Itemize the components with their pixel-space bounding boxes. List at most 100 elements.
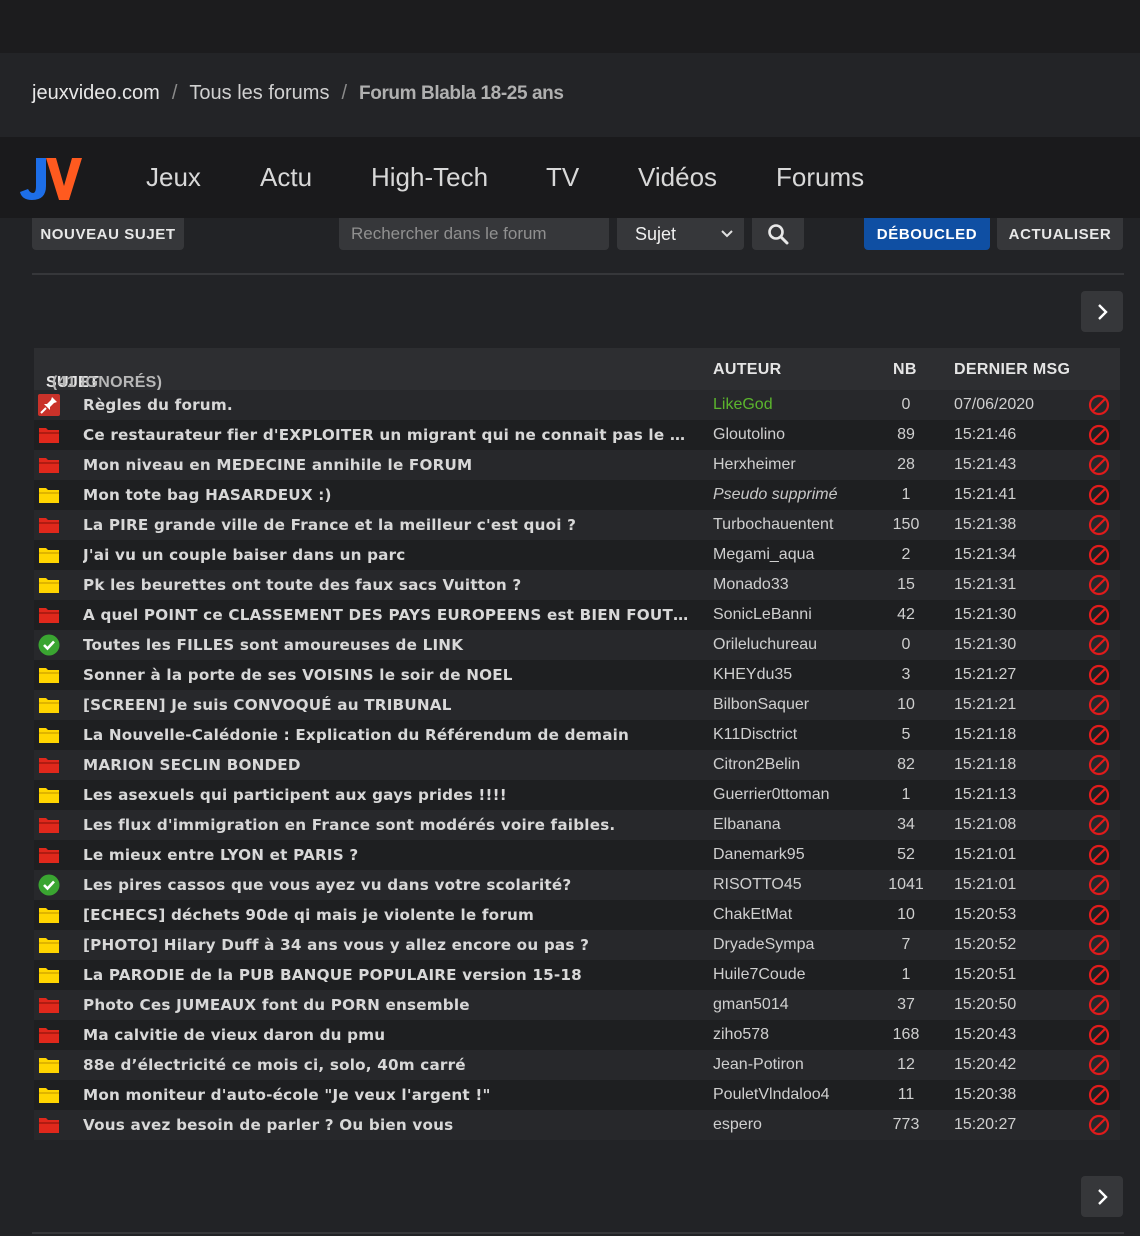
block-icon[interactable]	[1088, 484, 1110, 506]
next-page-button-bottom[interactable]	[1081, 1176, 1123, 1217]
block-icon[interactable]	[1088, 994, 1110, 1016]
nav-high-tech[interactable]: High-Tech	[371, 162, 489, 192]
topic-last-message[interactable]: 15:21:34	[954, 546, 1017, 563]
topic-last-message[interactable]: 15:21:27	[954, 666, 1017, 683]
topic-author[interactable]: PouletVlndaloo4	[713, 1086, 830, 1103]
block-icon[interactable]	[1088, 394, 1110, 416]
jv-logo[interactable]	[19, 154, 83, 202]
topic-author[interactable]: Monado33	[713, 576, 789, 593]
refresh-button[interactable]: ACTUALISER	[997, 218, 1123, 250]
topic-subject-link[interactable]: [SCREEN] Je suis CONVOQUÉ au TRIBUNAL	[83, 696, 452, 714]
topic-subject-link[interactable]: Mon niveau en MEDECINE annihile le FORUM	[83, 456, 473, 474]
topic-author[interactable]: DryadeSympa	[713, 936, 815, 953]
topic-subject-link[interactable]: Vous avez besoin de parler ? Ou bien vou…	[83, 1116, 454, 1134]
block-icon[interactable]	[1088, 874, 1110, 896]
block-icon[interactable]	[1088, 664, 1110, 686]
topic-subject-link[interactable]: Les asexuels qui participent aux gays pr…	[83, 786, 507, 804]
topic-row[interactable]: Sonner à la porte de ses VOISINS le soir…	[34, 660, 1120, 690]
topic-last-message[interactable]: 15:21:31	[954, 576, 1017, 593]
topic-last-message[interactable]: 15:21:08	[954, 816, 1017, 833]
topic-last-message[interactable]: 15:21:41	[954, 486, 1017, 503]
topic-last-message[interactable]: 15:21:30	[954, 606, 1017, 623]
block-icon[interactable]	[1088, 454, 1110, 476]
topic-author[interactable]: Huile7Coude	[713, 966, 806, 983]
topic-subject-link[interactable]: Pk les beurettes ont toute des faux sacs…	[83, 576, 522, 594]
topic-row[interactable]: Les pires cassos que vous ayez vu dans v…	[34, 870, 1120, 900]
block-icon[interactable]	[1088, 694, 1110, 716]
next-page-button[interactable]	[1081, 291, 1123, 332]
topic-row[interactable]: Mon niveau en MEDECINE annihile le FORUM…	[34, 450, 1120, 480]
topic-author[interactable]: Herxheimer	[713, 456, 796, 473]
topic-subject-link[interactable]: J'ai vu un couple baiser dans un parc	[83, 546, 406, 564]
topic-last-message[interactable]: 15:21:38	[954, 516, 1017, 533]
topic-last-message[interactable]: 15:21:01	[954, 846, 1017, 863]
topic-subject-link[interactable]: La Nouvelle-Calédonie : Explication du R…	[83, 726, 630, 744]
breadcrumb-forums-link[interactable]: Tous les forums	[189, 82, 330, 104]
topic-row[interactable]: [ECHECS] déchets 90de qi mais je violent…	[34, 900, 1120, 930]
nav-videos[interactable]: Vidéos	[638, 162, 718, 192]
block-icon[interactable]	[1088, 784, 1110, 806]
topic-author[interactable]: ChakEtMat	[713, 906, 793, 923]
block-icon[interactable]	[1088, 754, 1110, 776]
search-type-select[interactable]: Sujet	[617, 218, 744, 250]
topic-last-message[interactable]: 15:20:52	[954, 936, 1017, 953]
topic-row[interactable]: J'ai vu un couple baiser dans un parc Meg…	[34, 540, 1120, 570]
block-icon[interactable]	[1088, 634, 1110, 656]
topic-subject-link[interactable]: Les flux d'immigration en France sont mo…	[83, 816, 616, 834]
topic-last-message[interactable]: 15:21:30	[954, 636, 1017, 653]
topic-subject-link[interactable]: Sonner à la porte de ses VOISINS le soir…	[83, 666, 513, 684]
topic-last-message[interactable]: 15:21:01	[954, 876, 1017, 893]
topic-subject-link[interactable]: Mon tote bag HASARDEUX :)	[83, 486, 332, 504]
topic-author[interactable]: BilbonSaquer	[713, 696, 810, 713]
topic-row[interactable]: Règles du forum. LikeGod 0 07/06/2020	[34, 390, 1120, 420]
topic-author[interactable]: Citron2Belin	[713, 756, 801, 773]
block-icon[interactable]	[1088, 904, 1110, 926]
topic-subject-link[interactable]: Ce restaurateur fier d'EXPLOITER un migr…	[83, 426, 693, 444]
nav-actu[interactable]: Actu	[260, 162, 313, 192]
topic-last-message[interactable]: 15:20:27	[954, 1116, 1017, 1133]
block-icon[interactable]	[1088, 934, 1110, 956]
topic-author[interactable]: Gloutolino	[713, 426, 786, 443]
topic-author[interactable]: espero	[713, 1116, 762, 1133]
topic-row[interactable]: Photo Ces JUMEAUX font du PORN ensemble g…	[34, 990, 1120, 1020]
topic-row[interactable]: Mon moniteur d'auto-école "Je veux l'arg…	[34, 1080, 1120, 1110]
deboucled-button[interactable]: DÉBOUCLED	[864, 218, 990, 250]
topic-row[interactable]: Pk les beurettes ont toute des faux sacs…	[34, 570, 1120, 600]
topic-row[interactable]: La PARODIE de la PUB BANQUE POPULAIRE ve…	[34, 960, 1120, 990]
topic-author[interactable]: Elbanana	[713, 816, 781, 833]
topic-subject-link[interactable]: [PHOTO] Hilary Duff à 34 ans vous y alle…	[83, 936, 590, 954]
block-icon[interactable]	[1088, 544, 1110, 566]
nav-jeux[interactable]: Jeux	[146, 162, 201, 192]
topic-row[interactable]: La Nouvelle-Calédonie : Explication du R…	[34, 720, 1120, 750]
block-icon[interactable]	[1088, 814, 1110, 836]
topic-last-message[interactable]: 15:21:18	[954, 756, 1017, 773]
topic-row[interactable]: Mon tote bag HASARDEUX :) Pseudo supprimé…	[34, 480, 1120, 510]
topic-subject-link[interactable]: La PIRE grande ville de France et la mei…	[83, 516, 577, 534]
block-icon[interactable]	[1088, 604, 1110, 626]
topic-row[interactable]: Vous avez besoin de parler ? Ou bien vou…	[34, 1110, 1120, 1140]
topic-author[interactable]: Orileluchureau	[713, 636, 818, 653]
block-icon[interactable]	[1088, 1054, 1110, 1076]
block-icon[interactable]	[1088, 724, 1110, 746]
topic-last-message[interactable]: 15:21:46	[954, 426, 1017, 443]
topic-row[interactable]: Toutes les FILLES sont amoureuses de LIN…	[34, 630, 1120, 660]
topic-row[interactable]: MARION SECLIN BONDED Citron2Belin 82 15:21:…	[34, 750, 1120, 780]
topic-last-message[interactable]: 15:21:21	[954, 696, 1017, 713]
block-icon[interactable]	[1088, 844, 1110, 866]
block-icon[interactable]	[1088, 514, 1110, 536]
topic-author[interactable]: K11Disctrict	[713, 726, 798, 743]
block-icon[interactable]	[1088, 424, 1110, 446]
topic-author[interactable]: RISOTTO45	[713, 876, 802, 893]
topic-last-message[interactable]: 15:20:51	[954, 966, 1017, 983]
topic-last-message[interactable]: 15:20:38	[954, 1086, 1017, 1103]
topic-author[interactable]: Pseudo supprimé	[713, 486, 838, 503]
topic-author[interactable]: SonicLeBanni	[713, 606, 812, 623]
topic-author[interactable]: KHEYdu35	[713, 666, 793, 683]
topic-row[interactable]: 88e d’électricité ce mois ci, solo, 40m …	[34, 1050, 1120, 1080]
topic-last-message[interactable]: 07/06/2020	[954, 396, 1035, 413]
block-icon[interactable]	[1088, 1084, 1110, 1106]
topic-subject-link[interactable]: Toutes les FILLES sont amoureuses de LIN…	[83, 636, 464, 654]
topic-author[interactable]: gman5014	[713, 996, 789, 1013]
topic-subject-link[interactable]: 88e d’électricité ce mois ci, solo, 40m …	[83, 1056, 466, 1074]
topic-subject-link[interactable]: Ma calvitie de vieux daron du pmu	[83, 1026, 386, 1044]
